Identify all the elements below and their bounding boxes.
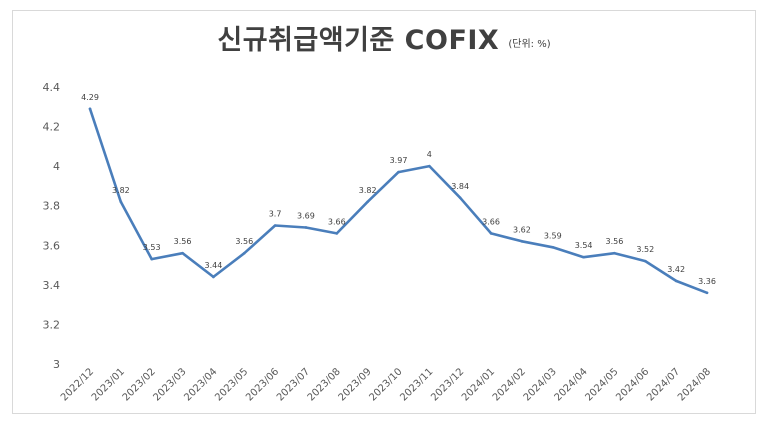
data-point — [674, 279, 678, 283]
data-point — [88, 107, 92, 111]
x-tick-label: 2023/08 — [306, 366, 343, 403]
series-cofix — [88, 107, 709, 295]
y-tick-label: 4.2 — [43, 121, 61, 134]
data-label: 3.56 — [235, 237, 253, 246]
data-label: 3.66 — [482, 217, 500, 226]
y-tick-label: 3.4 — [43, 279, 61, 292]
data-label: 3.7 — [269, 210, 282, 219]
y-axis: 3 3.2 3.4 3.6 3.8 4 4.2 4.4 — [43, 81, 61, 371]
data-label: 3.36 — [698, 277, 716, 286]
x-tick-label: 2023/01 — [90, 366, 127, 403]
data-labels: 4.29 3.82 3.53 3.56 3.44 3.56 3.7 3.69 3.66 3.82 3… — [81, 93, 716, 286]
data-label: 3.82 — [359, 186, 377, 195]
x-tick-label: 2024/06 — [614, 366, 651, 403]
x-tick-label: 2023/04 — [182, 366, 219, 403]
data-point — [212, 275, 215, 279]
x-tick-label: 2024/05 — [583, 366, 620, 403]
data-label: 3.62 — [513, 225, 531, 234]
data-label: 3.53 — [143, 243, 161, 252]
x-tick-label: 2024/07 — [645, 366, 682, 403]
x-tick-label: 2023/11 — [398, 366, 435, 403]
x-tick-label: 2023/10 — [367, 366, 404, 403]
data-label: 3.42 — [667, 265, 685, 274]
data-point — [458, 196, 462, 200]
x-tick-label: 2024/02 — [491, 366, 528, 403]
data-point — [304, 226, 308, 229]
data-point — [150, 257, 153, 261]
chart-title-main: 신규취급액기준 COFIX — [217, 25, 500, 56]
data-label: 4.29 — [81, 93, 99, 102]
data-label: 3.52 — [636, 245, 654, 254]
x-tick-label: 2024/08 — [676, 366, 713, 403]
y-tick-label: 4.4 — [43, 81, 61, 94]
data-point — [644, 259, 647, 263]
chart-unit-label: (단위: %) — [508, 39, 551, 50]
data-label: 4 — [427, 150, 432, 159]
data-label: 3.66 — [328, 217, 346, 226]
y-tick-label: 3.6 — [43, 239, 61, 252]
data-point — [242, 251, 246, 255]
data-point — [520, 240, 524, 243]
data-label: 3.54 — [575, 241, 593, 250]
x-tick-label: 2022/12 — [59, 366, 96, 403]
data-point — [705, 291, 709, 295]
y-tick-label: 3 — [53, 358, 60, 371]
x-tick-label: 2024/04 — [553, 366, 590, 403]
data-point — [335, 232, 339, 235]
x-tick-label: 2023/05 — [213, 366, 250, 403]
chart-frame — [12, 10, 756, 414]
data-label: 3.59 — [544, 231, 562, 240]
x-tick-label: 2024/03 — [522, 366, 559, 403]
data-point — [397, 170, 400, 174]
x-tick-label: 2023/06 — [244, 366, 281, 403]
chart-title: 신규취급액기준 COFIX (단위: %) — [0, 18, 768, 57]
x-tick-label: 2023/09 — [337, 366, 374, 403]
data-point — [428, 164, 431, 168]
data-point — [613, 251, 616, 255]
data-point — [119, 200, 123, 204]
data-point — [273, 224, 277, 227]
data-point — [582, 255, 585, 259]
y-tick-label: 4 — [53, 160, 60, 173]
data-label: 3.56 — [606, 237, 624, 246]
data-label: 3.97 — [390, 156, 408, 165]
x-axis: 2022/122023/012023/022023/032023/042023/… — [59, 366, 713, 403]
data-point — [551, 245, 555, 249]
data-label: 3.82 — [112, 186, 130, 195]
series-line — [88, 107, 709, 295]
data-point — [181, 251, 184, 255]
x-tick-label: 2024/01 — [460, 366, 497, 403]
y-tick-label: 3.2 — [43, 318, 61, 331]
data-label: 3.69 — [297, 211, 315, 220]
data-point — [366, 200, 369, 204]
y-tick-label: 3.8 — [43, 200, 61, 213]
data-label: 3.56 — [174, 237, 192, 246]
x-tick-label: 2023/12 — [429, 366, 466, 403]
data-point — [489, 232, 493, 235]
x-tick-label: 2023/07 — [275, 366, 312, 403]
x-tick-label: 2023/03 — [152, 366, 189, 403]
data-label: 3.44 — [204, 261, 222, 270]
data-label: 3.84 — [451, 182, 469, 191]
x-tick-label: 2023/02 — [121, 366, 158, 403]
